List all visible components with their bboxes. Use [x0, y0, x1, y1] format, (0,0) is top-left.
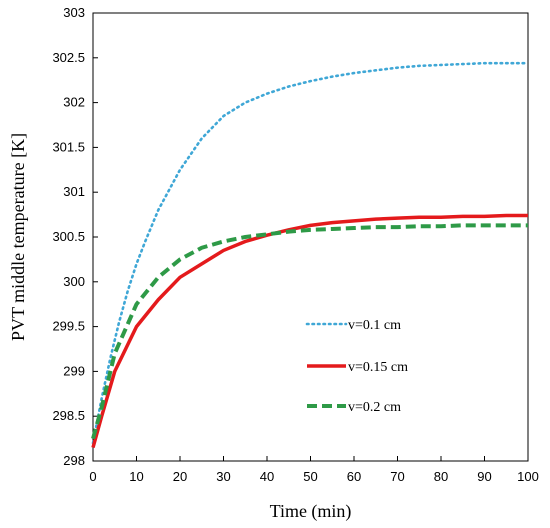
y-tick-label: 299 [63, 363, 85, 378]
series-line [91, 61, 530, 445]
y-tick-label: 301.5 [52, 139, 85, 154]
y-tick-label: 300 [63, 274, 85, 289]
y-tick-label: 298.5 [52, 408, 85, 423]
x-tick-label: 30 [216, 469, 230, 484]
legend-label: v=0.15 cm [348, 360, 408, 375]
y-tick-label: 302 [63, 95, 85, 110]
y-tick-label: 302.5 [52, 50, 85, 65]
y-axis: 298 298.5 299 299.5 300 300.5 301 301.5 302 302.5… [52, 5, 98, 468]
series-line [91, 213, 528, 449]
legend-item: v=0.2 cm [307, 400, 401, 415]
y-tick-label: 303 [63, 5, 85, 20]
x-axis-title: Time (min) [270, 501, 352, 522]
x-tick-label: 0 [89, 469, 96, 484]
x-tick-label: 20 [173, 469, 187, 484]
series-v-0-1-cm [91, 61, 530, 445]
y-axis-title: PVT middle temperature [K] [8, 133, 28, 341]
y-tick-label: 299.5 [52, 319, 85, 334]
x-tick-label: 40 [260, 469, 274, 484]
x-tick-label: 60 [347, 469, 361, 484]
legend-item: v=0.15 cm [307, 360, 408, 375]
series-layer [91, 61, 530, 449]
x-tick-label: 70 [390, 469, 404, 484]
y-tick-label: 298 [63, 453, 85, 468]
y-tick-label: 301 [63, 184, 85, 199]
legend-label: v=0.2 cm [348, 400, 401, 415]
x-tick-label: 90 [477, 469, 491, 484]
series-line [91, 223, 528, 440]
series-v-0-2-cm [91, 223, 528, 440]
x-tick-label: 50 [303, 469, 317, 484]
legend-label: v=0.1 cm [348, 318, 401, 333]
x-tick-label: 80 [434, 469, 448, 484]
legend-item: v=0.1 cm [305, 318, 401, 333]
legend: v=0.1 cm v=0.15 cm v=0.2 cm [305, 318, 408, 415]
y-tick-label: 300.5 [52, 229, 85, 244]
x-axis: 0 10 20 30 40 50 60 70 80 90 100 [89, 456, 539, 484]
x-tick-label: 10 [129, 469, 143, 484]
x-tick-label: 100 [517, 469, 539, 484]
series-v-0-15-cm [91, 213, 528, 449]
